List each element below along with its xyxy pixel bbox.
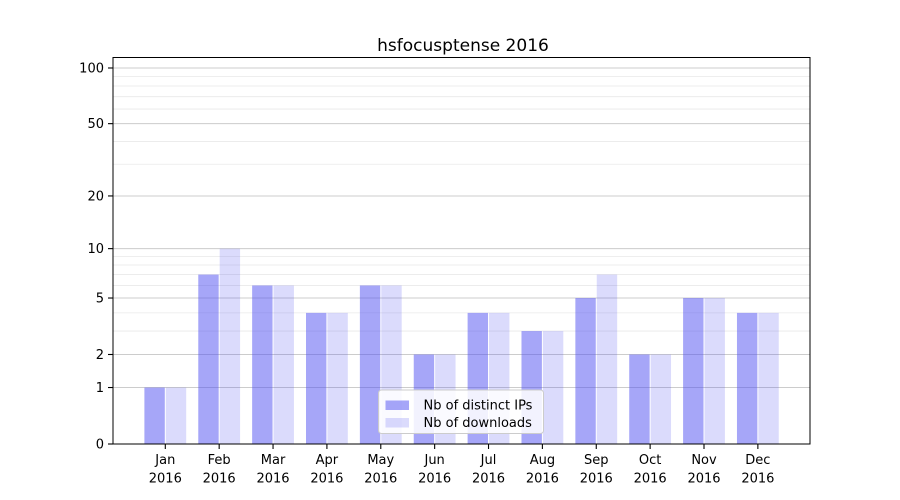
bar-nb-of-distinct-ips-mar [252,285,273,444]
x-tick-label-month-jan: Jan [154,453,175,468]
bar-nb-of-downloads-feb [219,248,241,444]
bar-nb-of-distinct-ips-apr [306,312,327,444]
x-tick-label-year-feb: 2016 [203,472,236,487]
bar-nb-of-downloads-aug [542,331,564,444]
x-tick-label-month-jun: Jun [423,453,444,468]
x-tick-label-year-jun: 2016 [418,472,451,487]
x-tick-label-year-dec: 2016 [741,472,774,487]
y-tick-label-1: 1 [96,381,104,396]
y-tick-label-20: 20 [87,189,104,204]
bar-nb-of-distinct-ips-oct [629,354,650,444]
x-tick-label-month-may: May [367,453,394,468]
bar-nb-of-downloads-dec [758,312,779,444]
axis-ticks [108,67,759,449]
axis-tick-labels: 0 1 2 5 10 20 50 100 Jan 2016 Feb 2016 Mar 2016 Apr 201… [79,61,774,486]
bar-nb-of-downloads-mar [273,285,294,444]
legend-swatch-nb-of-distinct-ips [385,400,409,410]
minor-gridlines [113,76,810,332]
y-tick-label-0: 0 [96,438,104,453]
legend-label-nb-of-distinct-ips: Nb of distinct IPs [424,399,533,414]
y-tick-label-2: 2 [96,348,104,363]
bar-nb-of-downloads-oct [650,354,672,444]
x-tick-label-month-oct: Oct [639,453,661,468]
x-tick-label-month-nov: Nov [691,453,717,468]
legend-swatch-nb-of-downloads [385,418,409,428]
y-tick-label-10: 10 [87,242,104,257]
x-tick-label-year-may: 2016 [364,472,397,487]
bar-nb-of-distinct-ips-may [359,285,381,444]
x-tick-label-month-apr: Apr [316,453,339,468]
x-tick-label-year-sep: 2016 [580,472,613,487]
legend-box [378,389,544,434]
x-tick-label-year-oct: 2016 [634,472,667,487]
bar-nb-of-distinct-ips-jan [144,387,165,444]
plot-border [112,57,811,445]
x-tick-label-year-nov: 2016 [687,472,720,487]
legend-label-nb-of-downloads: Nb of downloads [424,416,533,431]
bar-nb-of-distinct-ips-sep [575,298,596,444]
bar-nb-of-distinct-ips-dec [736,312,758,444]
x-tick-label-month-jul: Jul [480,453,497,468]
x-tick-label-year-apr: 2016 [310,472,343,487]
chart-title: hsfocusptense 2016 [377,36,549,56]
bar-nb-of-distinct-ips-feb [198,274,219,444]
legend: Nb of distinct IPs Nb of downloads [378,389,544,434]
bar-nb-of-distinct-ips-nov [683,298,704,444]
x-tick-label-month-mar: Mar [261,453,286,468]
y-tick-label-100: 100 [79,61,104,76]
bar-nb-of-downloads-sep [596,274,618,444]
x-tick-label-year-mar: 2016 [256,472,289,487]
bar-nb-of-downloads-jan [165,387,187,444]
x-tick-label-month-feb: Feb [208,453,231,468]
x-tick-label-year-jul: 2016 [472,472,505,487]
y-tick-label-50: 50 [87,117,104,132]
bar-nb-of-downloads-nov [704,298,725,444]
x-tick-label-month-aug: Aug [530,453,555,468]
y-tick-label-5: 5 [96,292,104,307]
x-tick-label-year-aug: 2016 [526,472,559,487]
bar-nb-of-downloads-apr [327,312,348,444]
x-tick-label-month-dec: Dec [745,453,770,468]
x-tick-label-month-sep: Sep [584,453,609,468]
x-tick-label-year-jan: 2016 [149,472,182,487]
